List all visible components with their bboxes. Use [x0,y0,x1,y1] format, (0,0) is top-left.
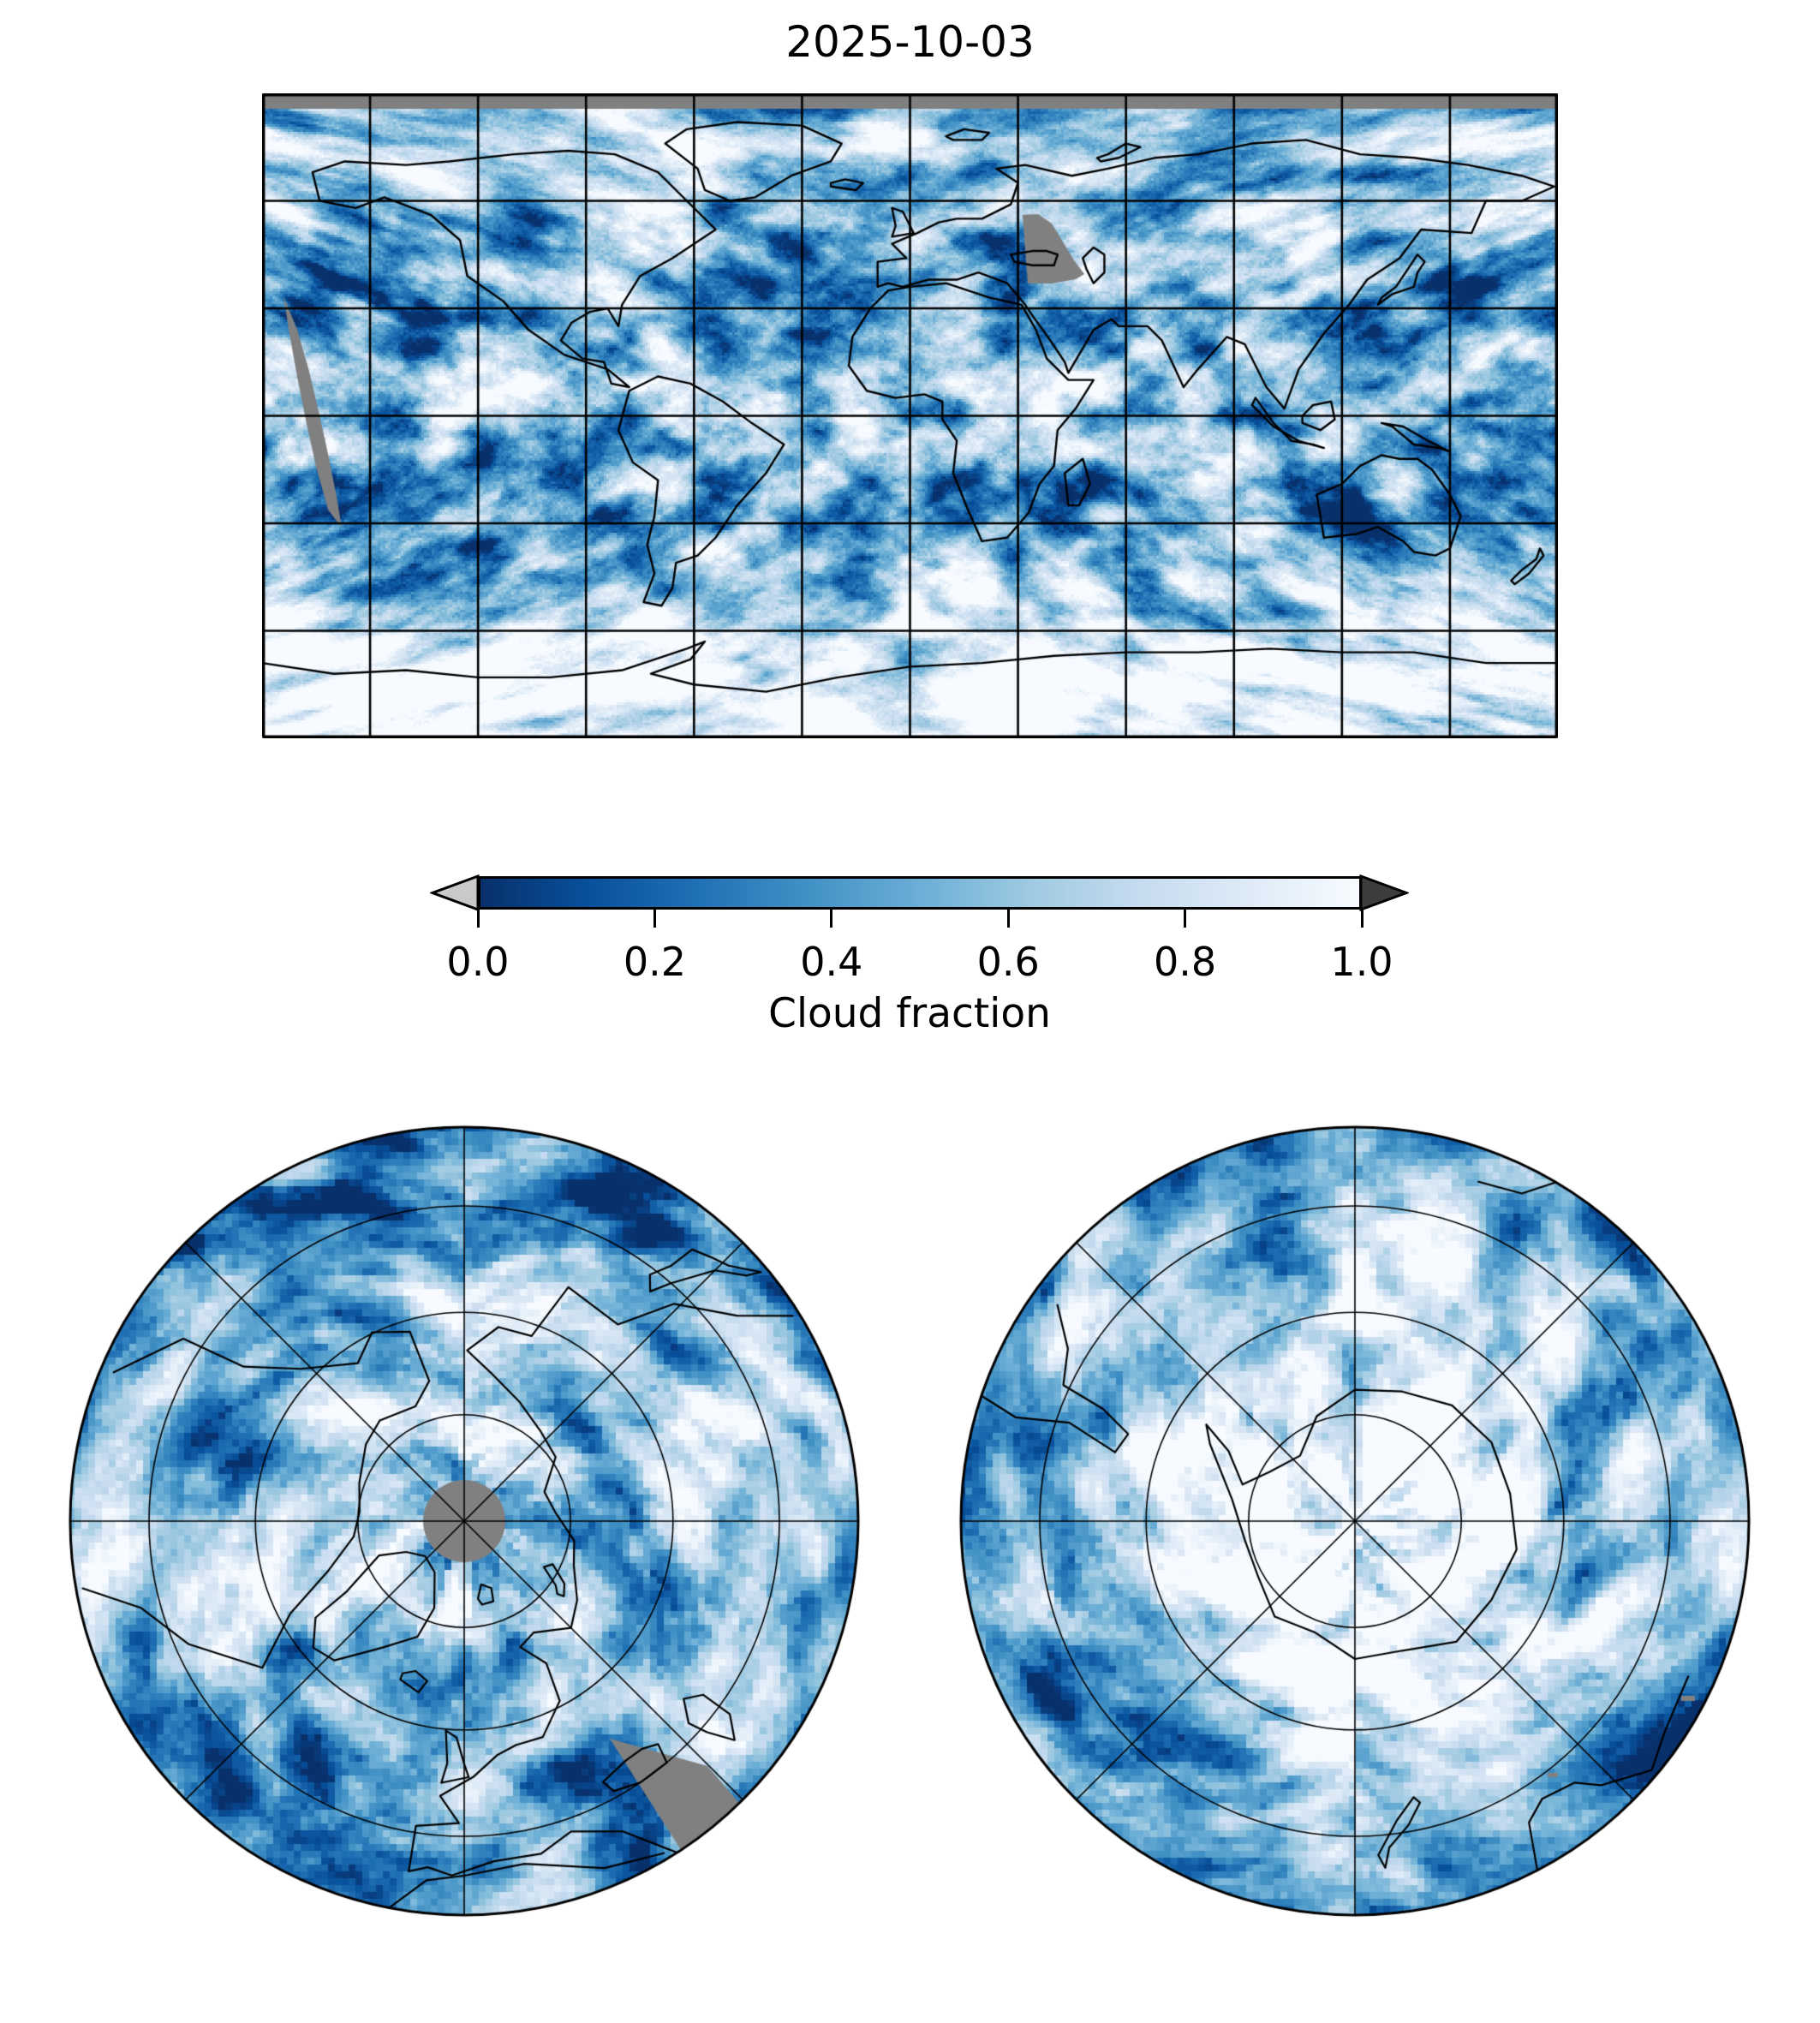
global-cloud-map [262,93,1558,738]
north-polar-map [68,1125,861,1918]
colorbar-tick [1006,910,1010,928]
colorbar-under-arrow [430,874,480,911]
colorbar-label: Cloud fraction [768,990,1051,1037]
colorbar-tick-label: 0.4 [800,939,863,985]
colorbar-tick [1360,910,1364,928]
colorbar-tick-label: 0.2 [623,939,686,985]
south-polar-map [958,1125,1751,1918]
colorbar-tick [476,910,480,928]
figure-title: 2025-10-03 [785,17,1035,67]
colorbar-over-arrow [1359,874,1409,911]
colorbar-gradient [478,876,1362,910]
colorbar-tick-label: 0.6 [976,939,1040,985]
colorbar-tick-label: 1.0 [1330,939,1393,985]
colorbar-tick [1184,910,1187,928]
colorbar-tick-label: 0.8 [1154,939,1217,985]
colorbar-tick [653,910,656,928]
colorbar-tick [830,910,833,928]
colorbar-tick-label: 0.0 [446,939,510,985]
